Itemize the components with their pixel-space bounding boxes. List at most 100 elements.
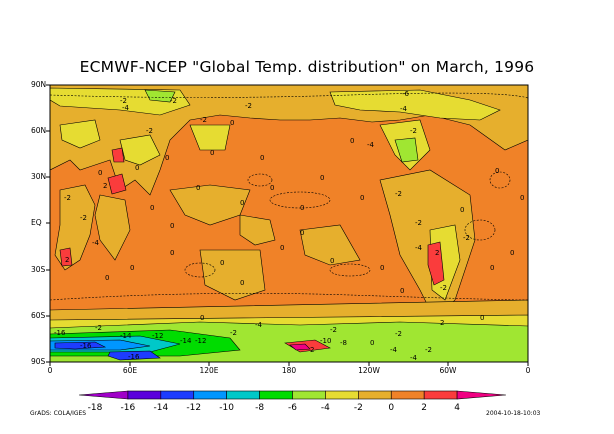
contour-label: -14 [180, 337, 192, 345]
footer-credit: GrADS: COLA/IGES [30, 410, 87, 417]
contour-label: -4 [367, 141, 375, 149]
contour-label: -2 [415, 219, 422, 227]
contour-label: 0 [165, 154, 169, 162]
contour-label: 0 [460, 206, 464, 214]
contour-label: 2 [103, 182, 107, 190]
contour-label: -2 [463, 234, 470, 242]
contour-label: -4 [400, 105, 408, 113]
contour-label: 0 [130, 264, 134, 272]
contour-label: -2 [80, 214, 87, 222]
colorbar-label: -8 [255, 403, 265, 413]
contour-label: -16 [54, 329, 66, 337]
contour-label: -4 [92, 239, 100, 247]
contour-label: -2 [170, 97, 177, 105]
colorbar-swatch [226, 390, 260, 400]
contour-label: -2 [146, 127, 153, 135]
contour-label: 0 [98, 169, 102, 177]
contour-label: -2 [64, 194, 71, 202]
contour-label: 0 [270, 184, 274, 192]
contour-label: -4 [255, 321, 263, 329]
colorbar-label: -18 [87, 403, 103, 413]
colorbar-label: -16 [120, 403, 136, 413]
contour-label: 0 [300, 204, 304, 212]
lat-label: 30N [31, 172, 47, 181]
contour-label: 0 [320, 174, 324, 182]
contour-label: -2 [120, 97, 127, 105]
contour-label: 0 [220, 259, 224, 267]
contour-label: 0 [240, 199, 244, 207]
contour-label: 0 [240, 279, 244, 287]
contour-label: -2 [200, 116, 207, 124]
lon-label: 120E [199, 366, 219, 375]
colorbar-label: -12 [186, 403, 202, 413]
contour-label: -10 [320, 337, 331, 345]
contour-lines [50, 92, 528, 301]
contour-label: -16 [128, 353, 140, 361]
contour-label: 0 [510, 249, 514, 257]
lon-label: 60E [122, 366, 138, 375]
contour-label: 2 [310, 346, 314, 354]
contour-label: -4 [390, 346, 398, 354]
colorbar-label: 0 [388, 403, 395, 413]
contour-label: 0 [210, 149, 214, 157]
axis-ticks [46, 84, 529, 366]
map-title: ECMWF-NCEP "Global Temp. distribution" o… [79, 58, 535, 76]
lon-label: 60W [439, 366, 457, 375]
contour-label: 0 [200, 314, 204, 322]
contour-label: 0 [230, 119, 234, 127]
contour-label: 0 [300, 229, 304, 237]
contour-label: 0 [360, 194, 364, 202]
contour-label: 0 [520, 194, 524, 202]
lat-label: 90S [31, 357, 46, 366]
contour-label: -4 [410, 354, 418, 362]
contour-label: 0 [480, 314, 484, 322]
contour-label: 0 [490, 264, 494, 272]
contour-label: -4 [415, 244, 423, 252]
contour-label: -2 [245, 102, 252, 110]
contour-label: -2 [440, 284, 447, 292]
contour-label: 0 [330, 257, 334, 265]
contour-label: 0 [280, 244, 284, 252]
lat-label: 60S [31, 311, 46, 320]
colorbar-swatch [127, 390, 162, 400]
colorbar-label: -14 [153, 403, 169, 413]
colorbar-label: 4 [454, 403, 460, 413]
contour-label: 0 [495, 167, 499, 175]
warm-spots [59, 147, 445, 353]
colorbar-label: -4 [320, 403, 330, 413]
lon-label: 0 [47, 366, 53, 375]
contour-label: -8 [340, 339, 347, 347]
contour-label-layer: -2 -4 -2 -2 -6 0 0 -2 -4 -2 -2 -4 -2 0 2… [54, 90, 524, 362]
colorbar-swatch [292, 390, 326, 400]
contour-label: 0 [135, 164, 139, 172]
contour-label: -2 [95, 324, 102, 332]
colorbar-swatch [78, 390, 129, 400]
contour-label: -2 [410, 127, 417, 135]
contour-label: 0 [350, 137, 354, 145]
colorbar-swatch [193, 390, 227, 400]
lat-label: 30S [31, 265, 46, 274]
contour-label: 0 [170, 249, 174, 257]
contour-label: -2 [395, 330, 402, 338]
contour-label: 0 [260, 154, 264, 162]
contour-label: -4 [122, 104, 130, 112]
colorbar-swatch [358, 390, 392, 400]
colorbar-swatch [325, 390, 359, 400]
map-field: -2 -4 -2 -2 -6 0 0 -2 -4 -2 -2 -4 -2 0 2… [50, 85, 528, 362]
contour-label: 2 [65, 256, 69, 264]
lon-label: 0 [525, 366, 531, 375]
lon-label: 120W [358, 366, 380, 375]
footer-timestamp: 2004-10-18-10:03 [486, 410, 541, 417]
contour-label: -2 [330, 326, 337, 334]
colorbar-label: 2 [421, 403, 428, 413]
frigid-regions [50, 335, 181, 361]
contour-label: -6 [402, 90, 410, 98]
contour-label: 0 [170, 222, 174, 230]
contour-label: -12 [152, 332, 163, 340]
contour-label: -2 [230, 329, 237, 337]
colorbar-swatch [423, 390, 458, 400]
contour-label: -2 [425, 346, 432, 354]
contour-label: -12 [195, 337, 206, 345]
contour-label: -2 [395, 190, 402, 198]
